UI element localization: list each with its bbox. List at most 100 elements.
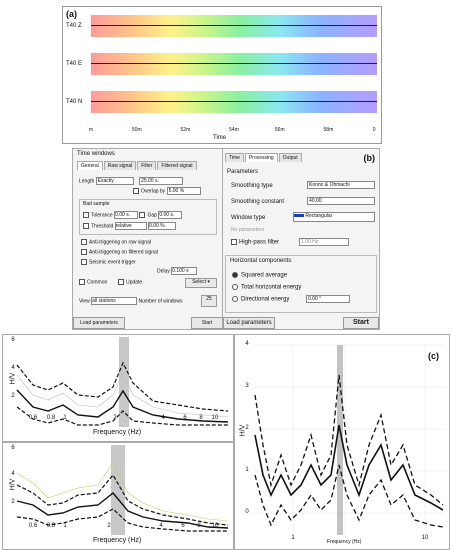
panel-b-label: (b) [363, 153, 376, 163]
overlap-input[interactable]: 5.00 % [166, 187, 201, 195]
seismogram-panel: (a) T40 Z T40 E T40 N m 50m 52m 54m 56m … [62, 6, 382, 144]
time-tick: 50m [131, 127, 142, 133]
time-tick: 58m [323, 127, 334, 133]
c-xtick: 1 [291, 535, 295, 541]
tab-filter[interactable]: Filter [137, 161, 157, 170]
overlap-label: Overlap by [141, 188, 166, 195]
horizontal-components-group: Horizontal components Squared average To… [225, 255, 377, 313]
tw-start-button[interactable]: Start [191, 317, 223, 329]
highpass-checkbox[interactable] [231, 239, 237, 245]
proc-start-button[interactable]: Start [343, 317, 379, 329]
top-xtick: 2 [113, 415, 117, 421]
threshold-input[interactable]: 0.00 % [148, 222, 177, 230]
tw-load-parameters-button[interactable]: Load parameters [73, 317, 125, 329]
top-xtick: 0.6 [28, 415, 38, 421]
bottom-ytick: 2 [11, 499, 15, 505]
trace-z[interactable] [91, 15, 377, 37]
top-ylabel: H/V [9, 372, 17, 385]
tw-tab-bar: General Raw signal Filter Filtered signal [77, 161, 198, 170]
time-tick: 52m [180, 127, 191, 133]
parameters-label: Parameters [227, 169, 259, 175]
top-xtick: 10 [211, 415, 219, 421]
hv-curves-bottom [16, 445, 229, 535]
bottom-xtick: 1 [63, 523, 67, 529]
c-ytick: 1 [245, 467, 249, 473]
time-windows-title: Time windows [77, 151, 115, 157]
bottom-ytick: 6 [11, 445, 15, 451]
total-energy-label: Total horizontal energy [241, 284, 302, 291]
squared-average-radio[interactable] [232, 272, 238, 278]
top-xtick: 6 [183, 415, 187, 421]
bad-sample-group: Bad sample Tolerance 0.00 s. Gap 0.00 s.… [79, 199, 217, 235]
number-windows-label: Number of windows [138, 298, 183, 305]
time-axis: m 50m 52m 54m 56m 58m 0 [89, 127, 377, 135]
top-xtick: 4 [161, 415, 165, 421]
squared-average-label: Squared average [241, 272, 288, 279]
anti-raw-checkbox[interactable] [81, 239, 87, 245]
threshold-checkbox[interactable] [83, 223, 89, 229]
top-ytick: 2 [11, 393, 15, 399]
tab-time[interactable]: Time [225, 153, 244, 162]
bottom-xtick: 8 [197, 523, 201, 529]
tolerance-input[interactable]: 0.00 s. [114, 211, 139, 219]
hv-plot-bottom: H/V 6 4 2 0.6 0.8 1 2 4 6 8 10 Frequency… [2, 442, 234, 550]
select-button[interactable]: Select ▾ [185, 278, 217, 288]
hv-plot-top: H/V 6 4 2 0.6 0.8 1 2 4 6 8 10 Frequency… [2, 334, 234, 442]
directional-energy-radio[interactable] [232, 296, 238, 302]
tab-processing[interactable]: Processing [244, 153, 278, 162]
tab-output[interactable]: Output [278, 153, 302, 162]
highpass-input[interactable]: 1.00 Hz [299, 238, 349, 246]
gap-checkbox[interactable] [139, 212, 146, 218]
total-energy-radio[interactable] [232, 284, 238, 290]
gap-label: Gap [147, 212, 157, 219]
view-label: View [79, 298, 90, 305]
bottom-xtick: 0.6 [28, 523, 38, 529]
directional-energy-label: Directional energy [241, 296, 290, 303]
smoothing-type-label: Smoothing type [231, 183, 273, 189]
trace-label-n: T40 N [66, 99, 83, 105]
time-tick: 0 [372, 127, 376, 133]
smoothing-constant-input[interactable]: 40.00 [307, 197, 375, 205]
update-checkbox[interactable] [118, 279, 125, 285]
time-windows-panel: Time windows General Raw signal Filter Filt… [72, 148, 224, 330]
select-button-label: Select [192, 279, 206, 285]
common-checkbox[interactable] [79, 279, 85, 285]
threshold-mode-select[interactable]: relative [114, 222, 147, 230]
common-label: Common [87, 279, 108, 286]
seismic-event-checkbox[interactable] [81, 259, 87, 265]
gap-input[interactable]: 0.00 s. [158, 211, 183, 219]
hv-plot-c: (c) H/V 4 3 2 1 0 1 10 Frequency (Hz) [234, 334, 450, 550]
processing-tab-bar: Time Processing Output [225, 153, 303, 162]
proc-load-parameters-button[interactable]: Load parameters [223, 317, 275, 329]
tab-raw-signal[interactable]: Raw signal [103, 161, 137, 170]
time-tick: 56m [274, 127, 285, 133]
c-xtick: 10 [421, 535, 429, 541]
bottom-xtick: 2 [107, 523, 111, 529]
c-ytick: 2 [245, 425, 249, 431]
top-xtick: 1 [63, 415, 67, 421]
top-ytick: 4 [11, 365, 15, 371]
time-tick: 54m [229, 127, 239, 133]
overlap-checkbox[interactable] [133, 188, 139, 194]
update-label: Update [126, 279, 143, 286]
panel-a-label: (a) [66, 9, 77, 19]
tab-general[interactable]: General [77, 161, 103, 170]
length-mode-select[interactable]: Exactly [95, 177, 134, 185]
trace-n[interactable] [91, 91, 377, 113]
length-input[interactable]: 25.00 s. [139, 177, 184, 185]
tolerance-checkbox[interactable] [83, 212, 89, 218]
trace-e[interactable] [91, 53, 377, 75]
window-type-select[interactable]: Rectangular [293, 212, 375, 222]
bottom-xtick: 6 [181, 523, 185, 529]
bottom-ytick: 4 [11, 471, 15, 477]
trace-label-z: T40 Z [66, 23, 82, 29]
anti-filtered-checkbox[interactable] [81, 249, 87, 255]
delay-input[interactable]: 0.100 s [171, 267, 198, 275]
anti-filtered-label: Anti-triggering on filtered signal [89, 249, 158, 256]
directional-energy-input[interactable]: 0.00 ° [306, 295, 350, 303]
smoothing-type-select[interactable]: Konno & Ohmachi [307, 181, 375, 189]
bottom-xtick: 4 [159, 523, 163, 529]
tab-filtered-signal[interactable]: Filtered signal [157, 161, 197, 170]
seismic-event-label: Seismic event trigger [89, 259, 136, 266]
view-select[interactable]: all stations [91, 297, 138, 305]
